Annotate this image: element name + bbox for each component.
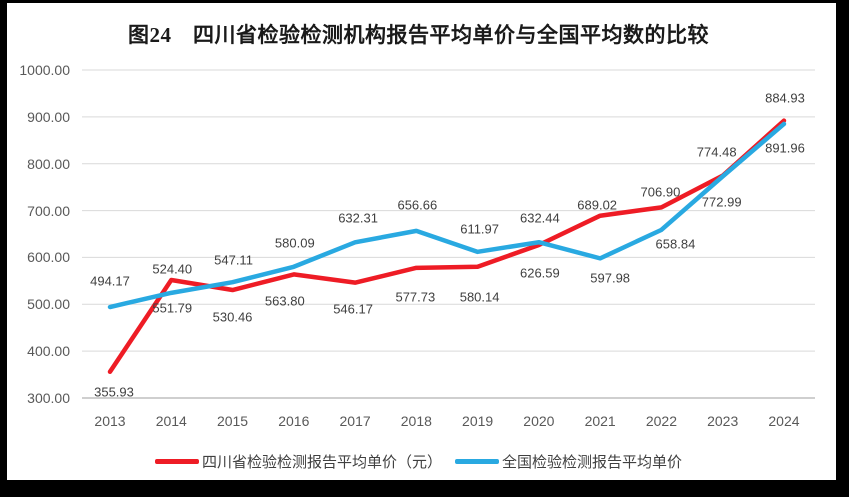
- data-label: 774.48: [696, 144, 737, 160]
- data-label: 632.31: [338, 210, 378, 226]
- x-axis-tick-label: 2023: [707, 413, 739, 429]
- data-label: 355.93: [94, 384, 134, 400]
- data-label: 530.46: [212, 309, 253, 325]
- y-axis-tick-label: 300.00: [27, 390, 70, 406]
- x-axis-tick-label: 2014: [155, 413, 187, 429]
- y-axis-tick-label: 500.00: [27, 296, 70, 313]
- legend-item-sichuan: 四川省检验检测报告平均单价（元）: [154, 451, 442, 472]
- data-label: 577.73: [395, 289, 436, 305]
- x-axis-tick-label: 2022: [645, 413, 677, 429]
- data-label: 706.90: [640, 184, 681, 200]
- data-label: 656.66: [397, 197, 438, 213]
- x-axis-tick-label: 2020: [523, 413, 555, 429]
- y-axis-tick-label: 700.00: [27, 202, 70, 219]
- data-label: 551.79: [152, 300, 193, 316]
- national-line-swatch: [455, 458, 499, 464]
- data-label: 546.17: [333, 301, 373, 317]
- data-label: 891.96: [765, 140, 805, 156]
- x-axis-tick-label: 2021: [584, 413, 616, 429]
- x-axis-tick-label: 2017: [339, 413, 371, 429]
- data-label: 658.84: [655, 236, 696, 252]
- x-axis-tick-label: 2013: [94, 413, 126, 429]
- x-axis-tick-label: 2019: [462, 413, 494, 429]
- data-label: 547.11: [214, 252, 253, 268]
- chart-title: 图24 四川省检验检测机构报告平均单价与全国平均数的比较: [128, 23, 709, 47]
- x-axis-tick-label: 2015: [216, 413, 249, 429]
- x-axis-tick-label: 2018: [400, 413, 432, 429]
- data-label: 689.02: [577, 197, 618, 213]
- data-label: 580.14: [459, 289, 500, 305]
- sichuan-line-swatch: [154, 458, 199, 464]
- data-label: 563.80: [264, 293, 305, 309]
- data-label: 597.98: [590, 270, 631, 286]
- data-label: 632.44: [519, 210, 560, 226]
- data-label: 611.97: [460, 221, 500, 237]
- y-axis-tick-label: 400.00: [27, 343, 70, 360]
- y-axis-tick-label: 600.00: [27, 249, 70, 266]
- legend-label-sichuan: 四川省检验检测报告平均单价（元）: [201, 453, 442, 471]
- legend-item-national: 全国检验检测报告平均单价: [455, 451, 682, 472]
- data-label: 524.40: [152, 261, 193, 277]
- data-label: 580.09: [274, 235, 315, 251]
- data-label: 626.59: [519, 265, 560, 281]
- y-axis-tick-label: 800.00: [27, 155, 70, 172]
- x-axis-tick-label: 2024: [768, 413, 800, 429]
- data-label: 772.99: [701, 194, 742, 210]
- legend-label-national: 全国检验检测报告平均单价: [502, 453, 683, 471]
- x-axis-tick-label: 2016: [278, 413, 310, 429]
- data-label: 494.17: [90, 273, 130, 289]
- data-label: 884.93: [765, 90, 805, 106]
- y-axis-tick-label: 1000.00: [19, 62, 70, 78]
- y-axis-tick-label: 900.00: [27, 108, 70, 125]
- legend: 四川省检验检测报告平均单价（元） 全国检验检测报告平均单价: [14, 451, 823, 471]
